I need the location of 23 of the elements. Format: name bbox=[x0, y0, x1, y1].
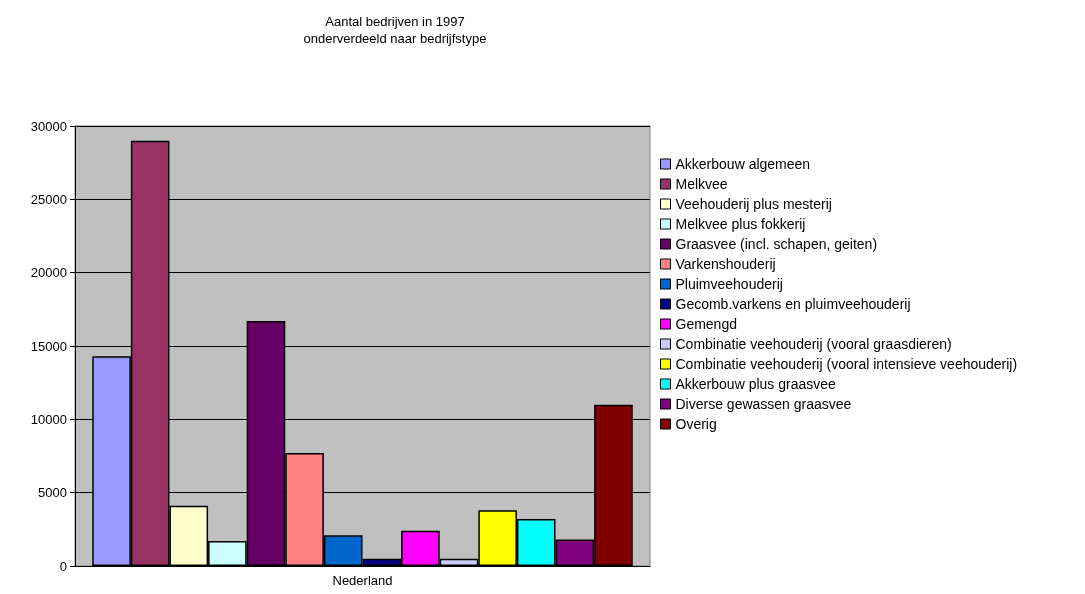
legend-label: Diverse gewassen graasvee bbox=[675, 396, 852, 412]
chart-title: Aantal bedrijven in 1997 onderverdeeld naar bedrijfstype bbox=[303, 14, 487, 46]
legend-label: Combinatie veehouderij (vooral intensieve veehouderij) bbox=[675, 356, 1018, 372]
legend-label: Melkvee plus fokkerij bbox=[675, 216, 806, 232]
legend-label: Graasvee (incl. schapen, geiten) bbox=[675, 236, 878, 252]
y-tick-label: 0 bbox=[59, 558, 67, 574]
y-tick-label: 30000 bbox=[30, 118, 67, 134]
legend-label: Veehouderij plus mesterij bbox=[675, 196, 832, 212]
x-tick-label: Nederland bbox=[332, 573, 393, 588]
legend-label: Akkerbouw algemeen bbox=[675, 156, 811, 172]
legend-label: Pluimveehouderij bbox=[675, 276, 783, 292]
legend-label: Gecomb.varkens en pluimveehouderij bbox=[675, 296, 911, 312]
legend-label: Akkerbouw plus graasvee bbox=[675, 376, 837, 392]
legend-label: Melkvee bbox=[675, 176, 728, 192]
y-tick-label: 15000 bbox=[30, 338, 67, 354]
legend-label: Combinatie veehouderij (vooral graasdieren) bbox=[675, 336, 952, 352]
y-tick-label: 20000 bbox=[30, 265, 67, 281]
legend-label: Varkenshouderij bbox=[675, 256, 776, 272]
y-tick-label: 25000 bbox=[30, 191, 67, 207]
y-tick-label: 5000 bbox=[38, 485, 67, 501]
legend-label: Overig bbox=[675, 416, 717, 432]
legend-label: Gemengd bbox=[675, 316, 737, 332]
y-tick-label: 10000 bbox=[30, 411, 67, 427]
